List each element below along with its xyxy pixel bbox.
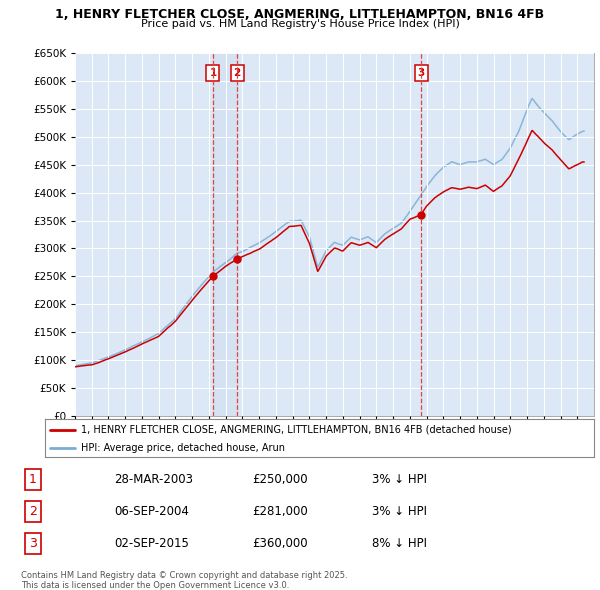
Text: Contains HM Land Registry data © Crown copyright and database right 2025.: Contains HM Land Registry data © Crown c…	[21, 571, 347, 579]
Text: 02-SEP-2015: 02-SEP-2015	[114, 537, 189, 550]
Text: 1, HENRY FLETCHER CLOSE, ANGMERING, LITTLEHAMPTON, BN16 4FB (detached house): 1, HENRY FLETCHER CLOSE, ANGMERING, LITT…	[80, 425, 511, 435]
Text: 3% ↓ HPI: 3% ↓ HPI	[372, 473, 427, 486]
Text: 3: 3	[418, 68, 425, 78]
Text: 3% ↓ HPI: 3% ↓ HPI	[372, 504, 427, 517]
Text: 28-MAR-2003: 28-MAR-2003	[114, 473, 193, 486]
Text: £250,000: £250,000	[252, 473, 308, 486]
Text: 3: 3	[29, 537, 37, 550]
Text: 8% ↓ HPI: 8% ↓ HPI	[372, 537, 427, 550]
Text: 1: 1	[29, 473, 37, 486]
Text: 06-SEP-2004: 06-SEP-2004	[114, 504, 189, 517]
Text: HPI: Average price, detached house, Arun: HPI: Average price, detached house, Arun	[80, 442, 284, 453]
Text: Price paid vs. HM Land Registry's House Price Index (HPI): Price paid vs. HM Land Registry's House …	[140, 19, 460, 30]
Text: £281,000: £281,000	[252, 504, 308, 517]
Bar	[213, 53, 237, 416]
Text: 2: 2	[29, 504, 37, 517]
Text: This data is licensed under the Open Government Licence v3.0.: This data is licensed under the Open Gov…	[21, 581, 289, 589]
Text: £360,000: £360,000	[252, 537, 308, 550]
Text: 1, HENRY FLETCHER CLOSE, ANGMERING, LITTLEHAMPTON, BN16 4FB: 1, HENRY FLETCHER CLOSE, ANGMERING, LITT…	[55, 8, 545, 21]
Text: 2: 2	[233, 68, 241, 78]
Text: 1: 1	[209, 68, 217, 78]
